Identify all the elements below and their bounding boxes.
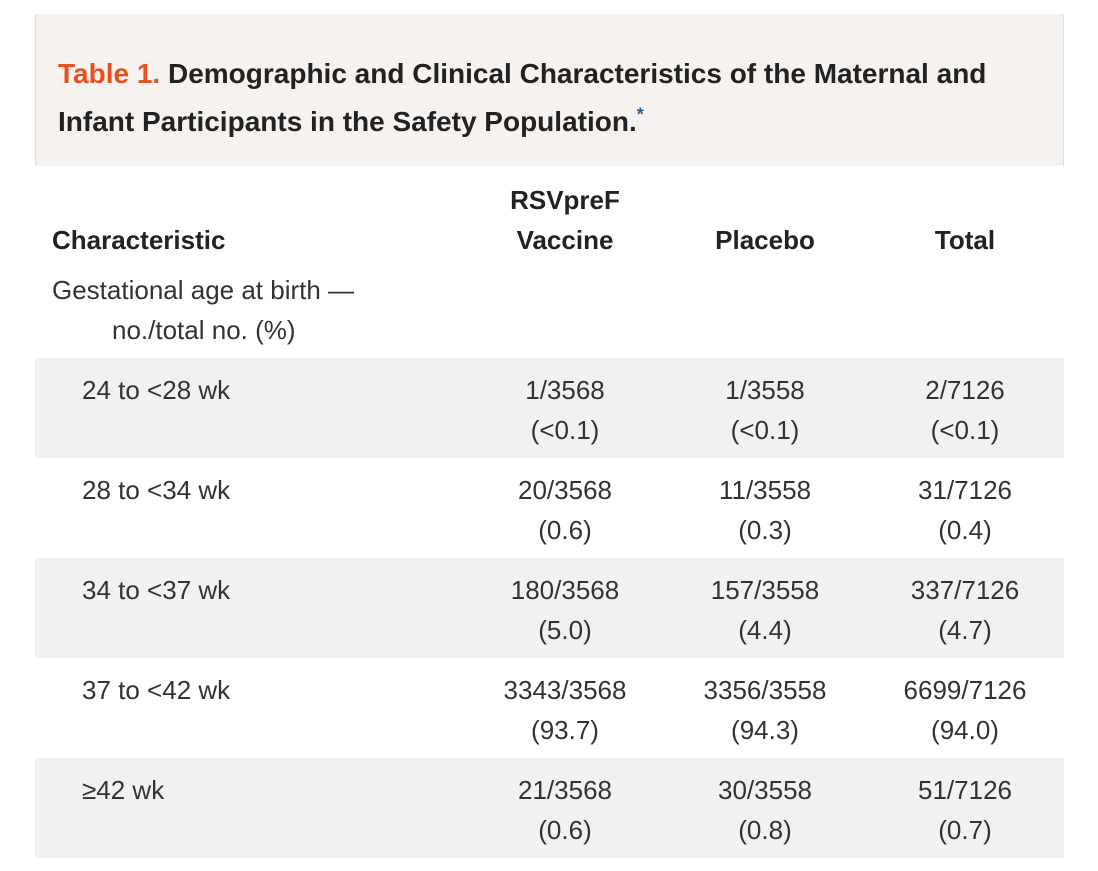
- cell-percent: (<0.1): [530, 415, 600, 445]
- header-total: Total: [934, 225, 996, 255]
- cell-percent: (0.7): [938, 815, 992, 845]
- header-vaccine-line1: RSVpreF: [510, 185, 620, 215]
- cell-placebo: 1/3558 (<0.1): [665, 370, 865, 450]
- cell-total: 51/7126 (0.7): [865, 770, 1065, 850]
- table-row: 37 to <42 wk 3343/3568 (93.7) 3356/3558 (9…: [35, 658, 1064, 758]
- table-number-label: Table 1.: [58, 58, 161, 89]
- cell-placebo: 11/3558 (0.3): [665, 470, 865, 550]
- table-title: Demographic and Clinical Characteristics…: [58, 58, 987, 137]
- row-label: 24 to <28 wk: [82, 375, 231, 405]
- cell-placebo: 3356/3558 (94.3): [665, 670, 865, 750]
- cell-count: 21/3568: [518, 775, 612, 805]
- table-row: 28 to <34 wk 20/3568 (0.6) 11/3558 (0.3) 3…: [35, 458, 1064, 558]
- cell-count: 2/7126: [925, 375, 1005, 405]
- cell-count: 20/3568: [518, 475, 612, 505]
- header-placebo: Placebo: [715, 225, 815, 255]
- cell-percent: (<0.1): [930, 415, 1000, 445]
- cell-count: 180/3568: [510, 575, 620, 605]
- cell-count: 157/3558: [710, 575, 820, 605]
- cell-count: 6699/7126: [903, 675, 1027, 705]
- cell-percent: (<0.1): [730, 415, 800, 445]
- cell-total: 2/7126 (<0.1): [865, 370, 1065, 450]
- cell-total: 6699/7126 (94.0): [865, 670, 1065, 750]
- row-label: 28 to <34 wk: [82, 475, 231, 505]
- header-vaccine: RSVpreF Vaccine: [465, 180, 665, 260]
- section-heading: Gestational age at birth — no./total no.…: [52, 270, 354, 350]
- cell-percent: (93.7): [531, 715, 599, 745]
- cell-count: 51/7126: [918, 775, 1012, 805]
- cell-vaccine: 180/3568 (5.0): [465, 570, 665, 650]
- cell-vaccine: 20/3568 (0.6): [465, 470, 665, 550]
- cell-vaccine: 1/3568 (<0.1): [465, 370, 665, 450]
- table-row: 24 to <28 wk 1/3568 (<0.1) 1/3558 (<0.1) 2…: [35, 358, 1064, 458]
- cell-count: 337/7126: [910, 575, 1020, 605]
- cell-vaccine: 21/3568 (0.6): [465, 770, 665, 850]
- row-label: ≥42 wk: [82, 775, 165, 805]
- cell-percent: (0.8): [738, 815, 792, 845]
- footnote-marker[interactable]: *: [636, 104, 644, 125]
- cell-percent: (94.0): [931, 715, 999, 745]
- cell-placebo: 157/3558 (4.4): [665, 570, 865, 650]
- cell-vaccine: 3343/3568 (93.7): [465, 670, 665, 750]
- cell-count: 31/7126: [918, 475, 1012, 505]
- table-header-row: Characteristic RSVpreF Vaccine Placebo T…: [35, 166, 1064, 260]
- section-heading-line1: Gestational age at birth —: [52, 275, 355, 305]
- cell-count: 3356/3558: [703, 675, 827, 705]
- header-vaccine-line2: Vaccine: [516, 225, 614, 255]
- cell-percent: (5.0): [538, 615, 592, 645]
- header-characteristic: Characteristic: [52, 225, 226, 255]
- cell-count: 3343/3568: [503, 675, 627, 705]
- cell-total: 337/7126 (4.7): [865, 570, 1065, 650]
- cell-percent: (4.4): [738, 615, 792, 645]
- cell-percent: (0.6): [538, 815, 592, 845]
- cell-count: 1/3558: [725, 375, 805, 405]
- cell-count: 1/3568: [525, 375, 605, 405]
- cell-count: 30/3558: [718, 775, 812, 805]
- table-row: ≥42 wk 21/3568 (0.6) 30/3558 (0.8) 51/7126…: [35, 758, 1064, 858]
- cell-placebo: 30/3558 (0.8): [665, 770, 865, 850]
- section-row: Gestational age at birth — no./total no.…: [35, 260, 1064, 358]
- table-caption: Table 1. Demographic and Clinical Charac…: [35, 14, 1064, 166]
- data-table: Characteristic RSVpreF Vaccine Placebo T…: [35, 166, 1064, 858]
- table-row: 34 to <37 wk 180/3568 (5.0) 157/3558 (4.4)…: [35, 558, 1064, 658]
- caption-text: Table 1. Demographic and Clinical Charac…: [58, 50, 1018, 146]
- cell-total: 31/7126 (0.4): [865, 470, 1065, 550]
- cell-percent: (4.7): [938, 615, 992, 645]
- cell-percent: (0.3): [738, 515, 792, 545]
- cell-percent: (94.3): [731, 715, 799, 745]
- cell-percent: (0.6): [538, 515, 592, 545]
- section-heading-line2: no./total no. (%): [112, 315, 296, 345]
- cell-count: 11/3558: [718, 475, 812, 505]
- row-label: 34 to <37 wk: [82, 575, 231, 605]
- row-label: 37 to <42 wk: [82, 675, 231, 705]
- cell-percent: (0.4): [938, 515, 992, 545]
